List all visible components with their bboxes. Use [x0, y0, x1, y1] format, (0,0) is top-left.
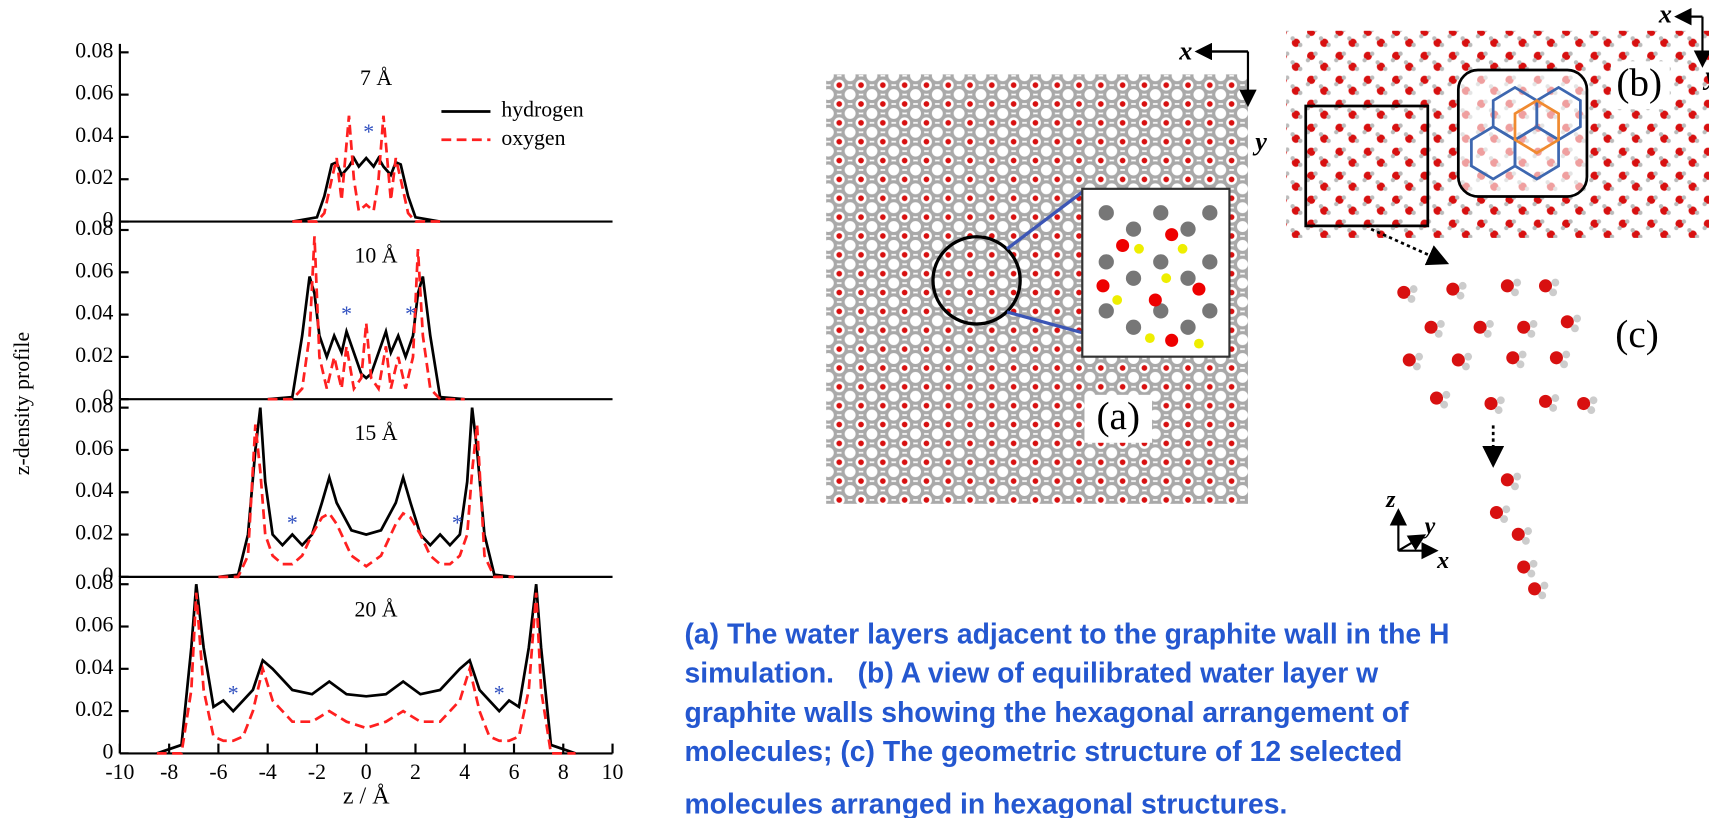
figure: z-density profile z / Å 0 0.02 0.04 0.06 0.0…: [0, 0, 1709, 818]
x-tick-label: 0: [361, 760, 372, 784]
y-tick-label: 0.02: [75, 521, 113, 545]
caption: (a) The water layers adjacent to the gra…: [684, 618, 1449, 818]
density-line: [292, 158, 440, 221]
y-tick-label: 0.02: [75, 343, 113, 367]
x-tick-label: -10: [105, 760, 134, 784]
page: {"shared": {"ylabel": "z-density profile…: [0, 0, 1709, 818]
panel-a-image: (a) x y: [826, 37, 1267, 504]
x-tick-label: 10: [602, 760, 624, 784]
y-axis-label: z-density profile: [10, 332, 34, 475]
caption-line: simulation. (b) A view of equilibrated w…: [684, 658, 1379, 690]
annotation: *: [228, 681, 239, 705]
panel-label: (b): [1616, 61, 1662, 104]
axis-arrow: [1398, 537, 1422, 551]
annotation: *: [341, 302, 352, 326]
annotation: *: [363, 120, 374, 144]
annotation: *: [405, 302, 416, 326]
x-tick-label: 6: [509, 760, 520, 784]
density-chart: z-density profile z / Å 0 0.02 0.04 0.06 0.0…: [10, 38, 624, 809]
panel-title: 15 Å: [355, 421, 398, 445]
x-tick-label: 2: [410, 760, 421, 784]
y-tick-label: 0.06: [75, 81, 113, 105]
panel-label: (c): [1615, 313, 1659, 356]
panel-label: (a): [1096, 395, 1140, 438]
panel-title: 7 Å: [360, 66, 392, 90]
x-tick-label: 4: [459, 760, 470, 784]
y-tick-label: 0.06: [75, 258, 113, 282]
body: z-density profile z / Å 0 0.02 0.04 0.06 0.0…: [0, 0, 1709, 818]
x-tick-label: -2: [308, 760, 326, 784]
x-axis-label: z / Å: [343, 784, 390, 810]
y-tick-label: 0.08: [75, 38, 113, 62]
panel-b-image: (b) x y: [1286, 0, 1709, 262]
y-tick-label: 0.02: [75, 697, 113, 721]
legend-label: hydrogen: [501, 97, 583, 121]
y-tick-label: 0.08: [75, 394, 113, 418]
axis-name: y: [1252, 127, 1267, 156]
density-line: [268, 277, 465, 400]
x-tick-label: 8: [558, 760, 569, 784]
annotation: *: [452, 511, 463, 535]
y-tick-label: 0.04: [75, 301, 113, 325]
axis-name: y: [1422, 513, 1436, 539]
caption-line: molecules arranged in hexagonal structur…: [684, 788, 1287, 818]
caption-line: (a) The water layers adjacent to the gra…: [684, 618, 1449, 650]
panel-title: 10 Å: [355, 244, 398, 268]
x-tick-label: -8: [160, 760, 178, 784]
annotation: *: [494, 681, 505, 705]
y-tick-label: 0.08: [75, 216, 113, 240]
y-tick-label: 0.08: [75, 570, 113, 594]
y-tick-label: 0.04: [75, 655, 113, 679]
caption-line: graphite walls showing the hexagonal arr…: [684, 697, 1409, 729]
legend-label: oxygen: [501, 126, 565, 150]
x-tick-label: -6: [209, 760, 227, 784]
axis-name: x: [1178, 37, 1192, 66]
panel-c-image: (c) z y x: [1385, 279, 1659, 600]
panel-title: 20 Å: [355, 598, 398, 622]
annotation: *: [287, 511, 298, 535]
axis-name: z: [1385, 487, 1396, 513]
axis-name: x: [1658, 0, 1672, 29]
y-tick-label: 0.04: [75, 478, 113, 502]
y-tick-label: 0.02: [75, 165, 113, 189]
x-tick-label: -4: [259, 760, 277, 784]
y-tick-label: 0.06: [75, 436, 113, 460]
axis-name: x: [1436, 548, 1449, 574]
y-tick-label: 0.06: [75, 613, 113, 637]
caption-line: molecules; (c) The geometric structure o…: [684, 736, 1402, 768]
y-tick-label: 0.04: [75, 123, 113, 147]
